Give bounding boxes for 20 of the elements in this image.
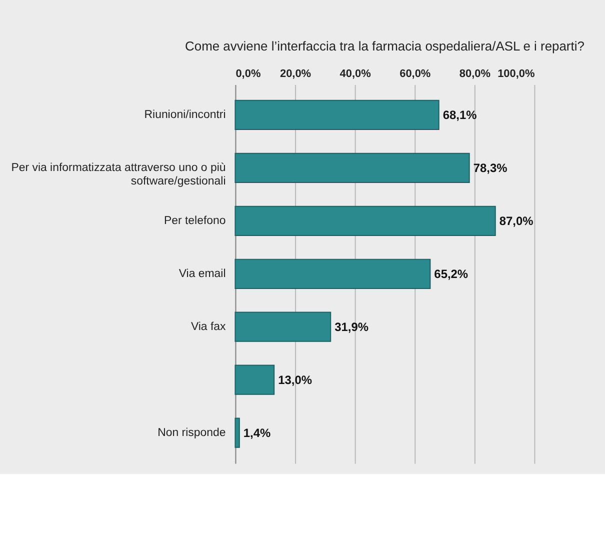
x-tick-label: 60,0% bbox=[400, 68, 431, 80]
y-tick-label: Per via informatizzata attraverso uno o più software/gestionali bbox=[11, 162, 226, 188]
x-tick-label: 20,0% bbox=[280, 68, 312, 80]
x-tick-label: 40,0% bbox=[340, 68, 372, 80]
y-tick-label: Per telefono bbox=[164, 214, 226, 227]
x-tick-label: 100,0% bbox=[498, 68, 535, 80]
data-label: 31,9% bbox=[334, 320, 369, 334]
data-label: 65,2% bbox=[434, 266, 468, 281]
x-tick-label: 80,0% bbox=[459, 68, 491, 80]
data-label: 1,4% bbox=[243, 426, 272, 440]
y-tick-label: Via fax bbox=[190, 320, 226, 333]
data-label: 13,0% bbox=[278, 372, 312, 387]
y-tick-label: Via email bbox=[178, 268, 226, 280]
data-label: 87,0% bbox=[499, 214, 534, 228]
data-label: 68,1% bbox=[442, 108, 478, 122]
y-tick-label: Riunioni/incontri bbox=[144, 108, 226, 121]
x-tick-label: 0,0% bbox=[236, 68, 261, 80]
y-tick-label: Non risponde bbox=[158, 426, 226, 439]
chart-title: Come avviene l’interfaccia tra la farmacia ospedaliera/ASL e i reparti? bbox=[185, 38, 584, 54]
data-label: 78,3% bbox=[473, 160, 508, 175]
